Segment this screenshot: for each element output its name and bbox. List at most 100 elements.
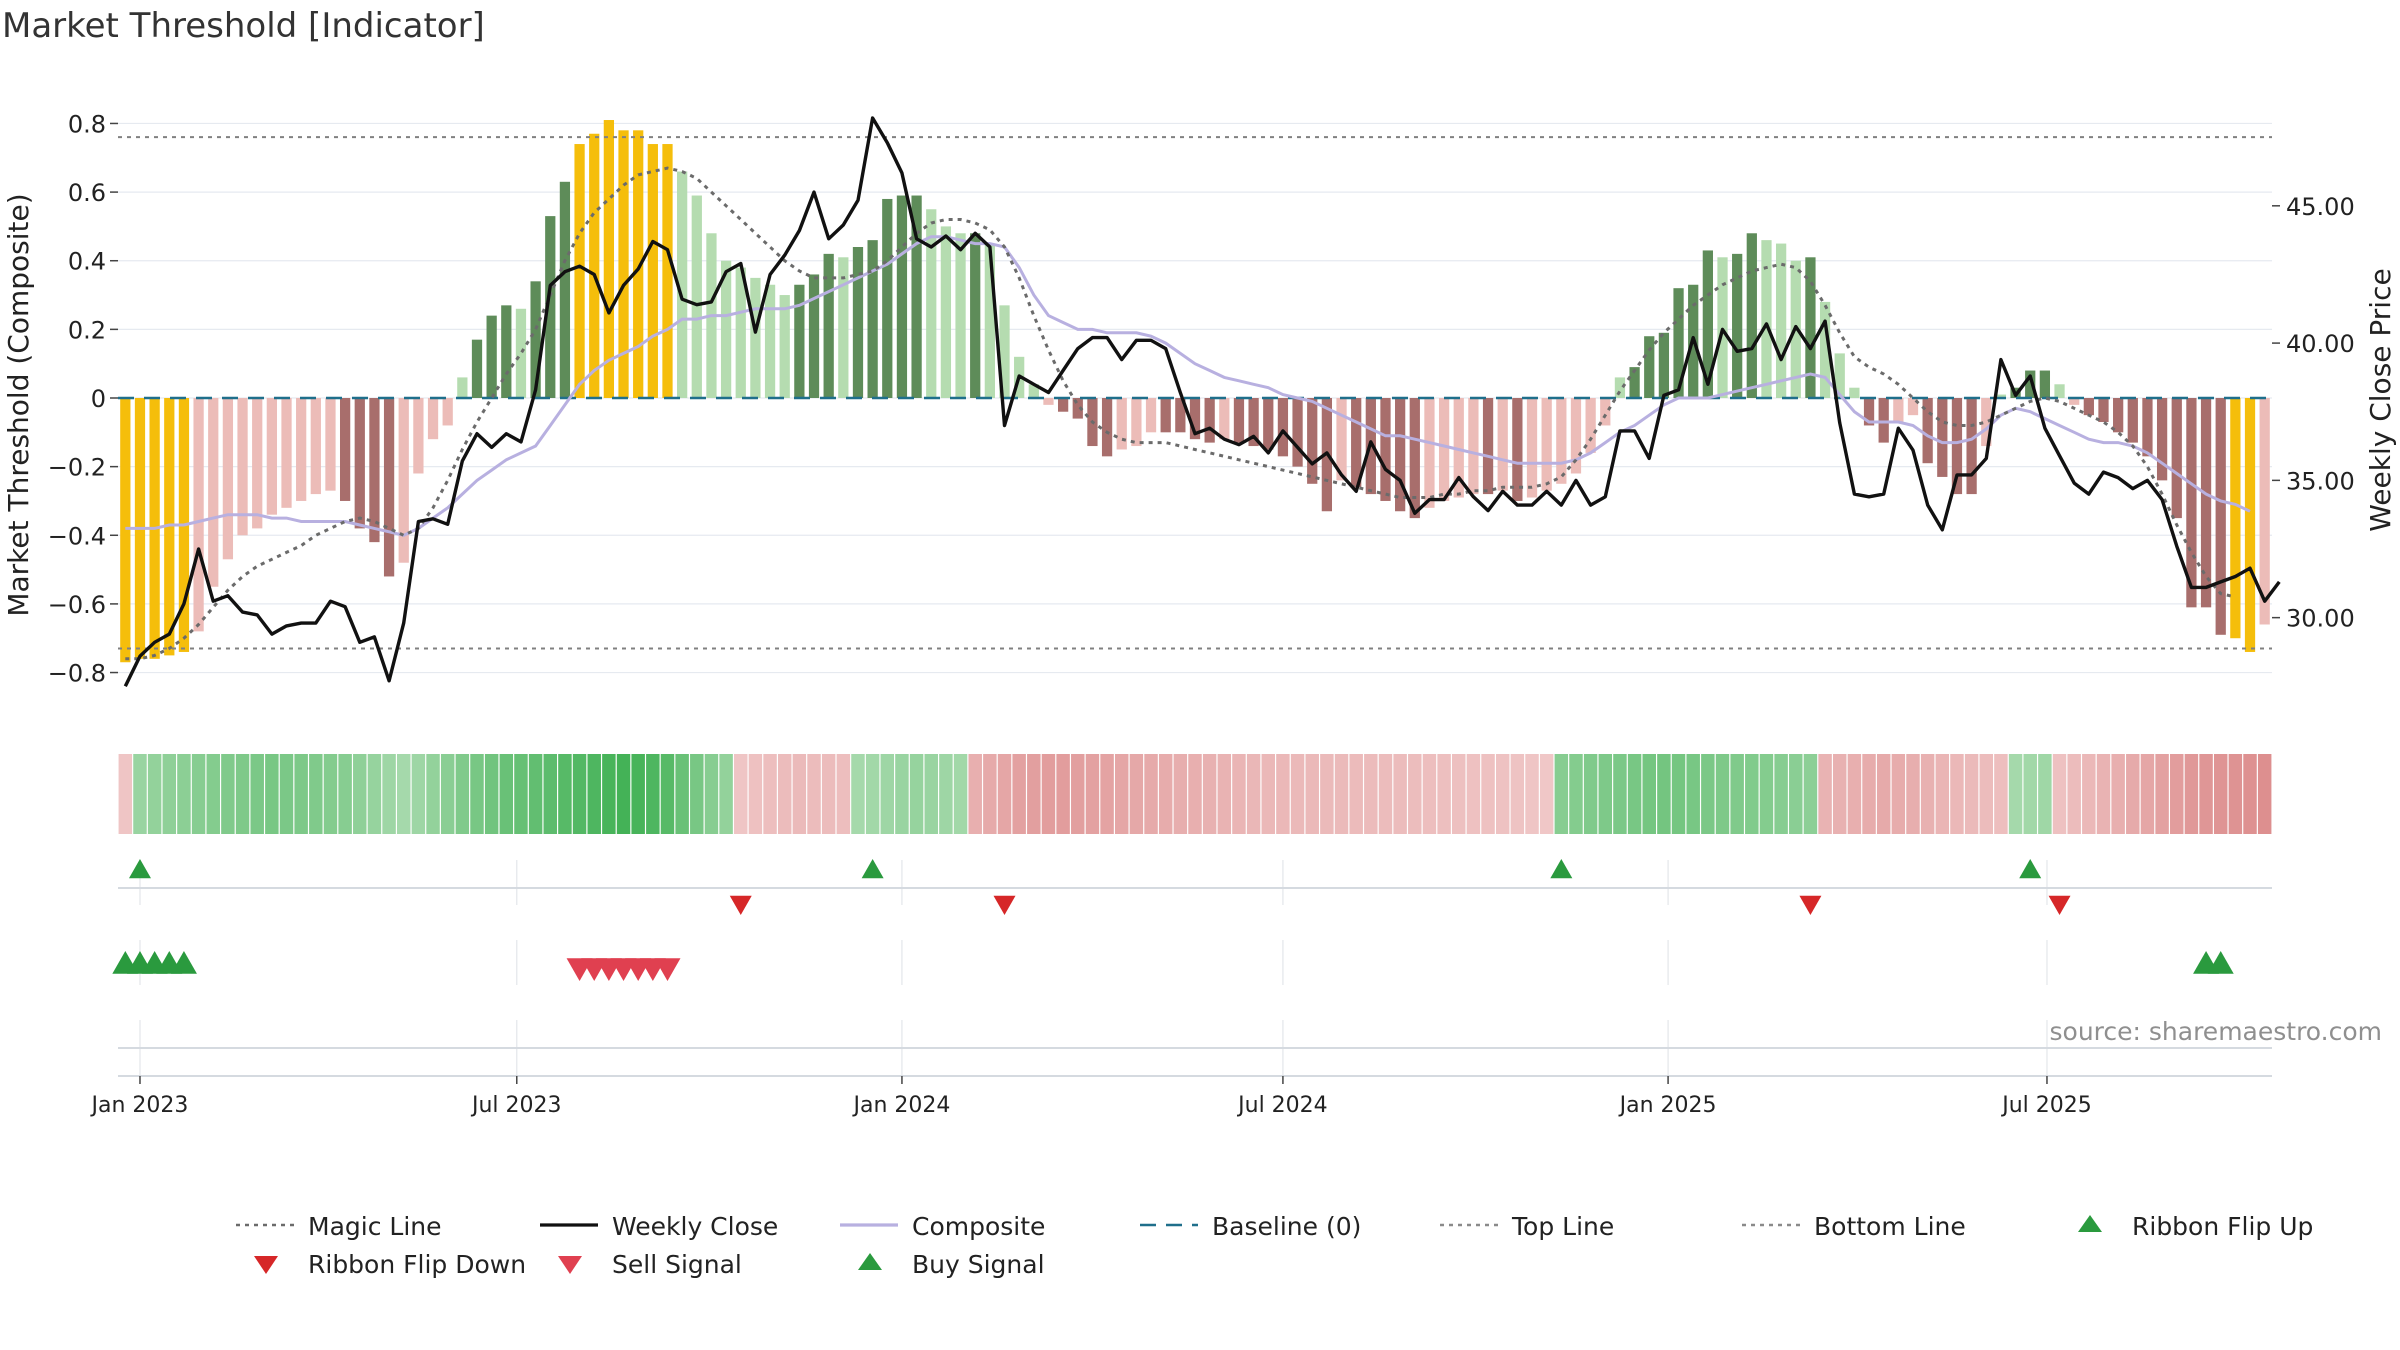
lines-layer [118,116,2281,688]
legend-item: Ribbon Flip Down [254,1250,526,1279]
ribbon-cell [2038,754,2052,834]
ribbon-cell [792,754,807,834]
legend-label: Top Line [1511,1212,1614,1241]
chart-title: Market Threshold [Indicator] [2,6,485,46]
legend-label: Composite [912,1212,1045,1241]
ribbon-cell [2199,754,2213,834]
ribbon-cell [1847,754,1862,834]
threshold-bar [1409,398,1420,519]
ribbon-cell [162,754,177,834]
ribbon-cell [558,754,572,834]
threshold-bar [1263,398,1274,450]
ribbon-cell [323,754,338,834]
ribbon-cell [1789,754,1803,834]
x-tick-label: Jan 2025 [1618,1093,1717,1118]
y-axis-right-label: Weekly Close Price [2364,268,2397,531]
threshold-bar [339,398,351,501]
threshold-bar [1775,243,1787,398]
ribbon-cell [1041,754,1056,834]
ribbon-cell [895,754,909,834]
threshold-bar [589,133,600,398]
threshold-bar [1570,398,1582,474]
threshold-bar [867,240,878,398]
threshold-bar [1145,398,1157,433]
ribbon-cell [221,754,235,834]
legend-item: Magic Line [236,1212,442,1241]
ribbon-cell [1114,754,1129,834]
threshold-bar [2142,398,2153,457]
ribbon-cell [440,754,455,834]
threshold-bar [779,295,790,398]
threshold-bar [984,243,995,398]
threshold-bar [1043,398,1054,405]
ribbon-cell [572,754,587,834]
source-note: source: sharemaestro.com [2050,1017,2383,1046]
ribbon-cell [528,754,543,834]
threshold-bar [955,233,966,398]
threshold-bar [427,398,439,440]
ribbon-flip-down-marker [2048,895,2071,915]
ribbon-cell [939,754,953,834]
threshold-bar [1351,398,1362,488]
y-left-tick-label: 0.8 [68,110,106,138]
threshold-bar [2244,398,2256,652]
threshold-bar [2200,398,2212,608]
threshold-bar [1614,377,1626,398]
ribbon-cell [675,754,689,834]
legend-label: Buy Signal [912,1250,1045,1279]
ribbon-cell [719,754,733,834]
ribbon-cell [1979,754,1994,834]
threshold-bar [310,398,321,495]
ribbon-cell [543,754,558,834]
ribbon-cell [2126,754,2140,834]
threshold-bar [1307,398,1318,484]
x-tick-label: Jan 2024 [851,1093,950,1118]
threshold-bar [691,195,702,398]
ribbon-cell [646,754,660,834]
threshold-bar [1277,398,1289,457]
threshold-bar [164,398,175,656]
ribbon-cell [660,754,675,834]
threshold-bar [2156,398,2168,481]
ribbon-cell [265,754,279,834]
ribbon-flip-up-marker [861,859,884,879]
ribbon-cell [968,754,982,834]
ribbon-cell [1745,754,1759,834]
legend-label: Ribbon Flip Down [308,1250,526,1279]
threshold-bar [369,398,380,543]
ribbon-cell [1320,754,1334,834]
ribbon-cell [1818,754,1832,834]
legend-item: Top Line [1440,1212,1614,1241]
ribbon-cell [1334,754,1349,834]
legend-item: Composite [840,1212,1045,1241]
threshold-bar [999,305,1010,398]
ribbon-cell [1202,754,1217,834]
threshold-bar [2171,398,2182,519]
ribbon-cell [836,754,851,834]
threshold-bar [208,398,219,587]
threshold-bar [1131,398,1142,447]
ribbon-cell [177,754,191,834]
threshold-bar [1526,398,1538,498]
threshold-bar [1834,353,1845,398]
ribbon-cell [2023,754,2037,834]
y-left-tick-label: −0.6 [48,591,106,619]
threshold-bar [193,398,204,632]
ribbon-cell [1539,754,1554,834]
threshold-bar [2215,398,2226,635]
ribbon-cell [1100,754,1114,834]
ribbon-cell [1759,754,1774,834]
x-tick-label: Jul 2023 [470,1093,562,1118]
composite-line [125,235,2251,537]
ribbon-cell [2184,754,2199,834]
legend-label: Bottom Line [1814,1212,1966,1241]
threshold-bar [1556,398,1567,484]
ribbon-cell [2140,754,2155,834]
threshold-bar [2113,398,2124,433]
ribbon-cell [2228,754,2243,834]
bars-layer [120,120,2270,663]
threshold-bar [281,398,292,508]
legend-label: Magic Line [308,1212,442,1241]
ribbon-cell [1261,754,1276,834]
ribbon-cell [1217,754,1232,834]
